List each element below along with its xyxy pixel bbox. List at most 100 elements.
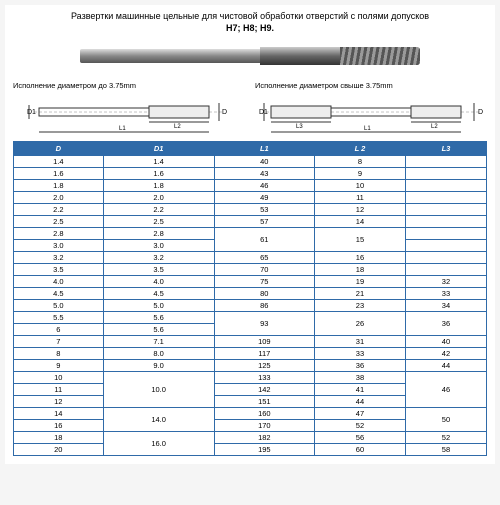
cell-D: 5.5 xyxy=(14,312,104,324)
cell-L2: 52 xyxy=(314,420,405,432)
cell-L1: 142 xyxy=(214,384,314,396)
cell-D: 7 xyxy=(14,336,104,348)
reamer-flutes xyxy=(340,47,420,65)
diagram-small: Исполнение диаметром до 3.75mm D1 D L2 L… xyxy=(13,81,245,137)
cell-L3: 52 xyxy=(405,432,486,444)
cell-L3: 58 xyxy=(405,444,486,456)
cell-D: 20 xyxy=(14,444,104,456)
cell-L2: 10 xyxy=(314,180,405,192)
cell-L2: 18 xyxy=(314,264,405,276)
cell-L2: 19 xyxy=(314,276,405,288)
cell-D1: 2.2 xyxy=(103,204,214,216)
cell-D: 1.6 xyxy=(14,168,104,180)
cell-D: 18 xyxy=(14,432,104,444)
cell-L2: 38 xyxy=(314,372,405,384)
cell-D1: 3.0 xyxy=(103,240,214,252)
cell-L3 xyxy=(405,192,486,204)
cell-L2: 23 xyxy=(314,300,405,312)
cell-L2: 33 xyxy=(314,348,405,360)
cell-D1: 2.0 xyxy=(103,192,214,204)
svg-text:L3: L3 xyxy=(296,124,303,130)
cell-D1: 3.5 xyxy=(103,264,214,276)
cell-L1: 93 xyxy=(214,312,314,336)
dimension-diagrams: Исполнение диаметром до 3.75mm D1 D L2 L… xyxy=(13,81,487,137)
diagram-small-caption: Исполнение диаметром до 3.75mm xyxy=(13,81,245,90)
table-row: 2.82.86115 xyxy=(14,228,487,240)
cell-D: 14 xyxy=(14,408,104,420)
cell-L1: 43 xyxy=(214,168,314,180)
cell-D: 3.0 xyxy=(14,240,104,252)
cell-D: 8 xyxy=(14,348,104,360)
cell-D: 1.8 xyxy=(14,180,104,192)
page-title: Развертки машинные цельные для чистовой … xyxy=(13,11,487,34)
cell-L1: 65 xyxy=(214,252,314,264)
table-row: 77.11093140 xyxy=(14,336,487,348)
table-row: 1.81.84610 xyxy=(14,180,487,192)
cell-L2: 47 xyxy=(314,408,405,420)
svg-text:D: D xyxy=(478,109,483,116)
col-header: L3 xyxy=(405,142,486,156)
cell-L2: 56 xyxy=(314,432,405,444)
cell-D1: 4.5 xyxy=(103,288,214,300)
table-row: 3.23.26516 xyxy=(14,252,487,264)
cell-D: 9 xyxy=(14,360,104,372)
table-row: 1.41.4408 xyxy=(14,156,487,168)
table-row: 4.04.0751932 xyxy=(14,276,487,288)
title-line1: Развертки машинные цельные для чистовой … xyxy=(71,11,429,21)
cell-L3: 46 xyxy=(405,372,486,408)
cell-L1: 80 xyxy=(214,288,314,300)
cell-L2: 36 xyxy=(314,360,405,372)
cell-L1: 133 xyxy=(214,372,314,384)
cell-L1: 160 xyxy=(214,408,314,420)
cell-D: 2.5 xyxy=(14,216,104,228)
col-header: L 2 xyxy=(314,142,405,156)
cell-L3 xyxy=(405,240,486,252)
cell-D: 6 xyxy=(14,324,104,336)
cell-D: 4.5 xyxy=(14,288,104,300)
cell-D: 5.0 xyxy=(14,300,104,312)
document-page: Развертки машинные цельные для чистовой … xyxy=(5,5,495,464)
cell-L3 xyxy=(405,228,486,240)
table-row: 201956058 xyxy=(14,444,487,456)
cell-L1: 86 xyxy=(214,300,314,312)
cell-L3 xyxy=(405,168,486,180)
table-row: 1414.01604750 xyxy=(14,408,487,420)
cell-L2: 9 xyxy=(314,168,405,180)
cell-D1: 2.5 xyxy=(103,216,214,228)
title-tolerances: H7; H8; H9. xyxy=(226,23,274,33)
cell-L1: 170 xyxy=(214,420,314,432)
cell-L2: 31 xyxy=(314,336,405,348)
cell-D1: 7.1 xyxy=(103,336,214,348)
table-row: 1816.01825652 xyxy=(14,432,487,444)
cell-D: 3.5 xyxy=(14,264,104,276)
diagram-large-svg: D1 D L3 L2 L1 xyxy=(255,92,487,136)
table-row: 5.05.0862334 xyxy=(14,300,487,312)
cell-L1: 182 xyxy=(214,432,314,444)
table-row: 2.22.25312 xyxy=(14,204,487,216)
cell-L1: 61 xyxy=(214,228,314,252)
svg-text:L1: L1 xyxy=(119,126,126,132)
cell-L3: 44 xyxy=(405,360,486,372)
cell-L1: 117 xyxy=(214,348,314,360)
table-row: 5.55.6932636 xyxy=(14,312,487,324)
dimensions-table: DD1L1L 2L3 1.41.44081.61.64391.81.846102… xyxy=(13,141,487,456)
cell-L2: 11 xyxy=(314,192,405,204)
cell-L1: 75 xyxy=(214,276,314,288)
cell-D1: 8.0 xyxy=(103,348,214,360)
cell-L2: 44 xyxy=(314,396,405,408)
cell-L1: 53 xyxy=(214,204,314,216)
cell-D: 2.2 xyxy=(14,204,104,216)
cell-L2: 16 xyxy=(314,252,405,264)
table-row: 2.02.04911 xyxy=(14,192,487,204)
cell-D1: 5.6 xyxy=(103,324,214,336)
cell-L3 xyxy=(405,156,486,168)
cell-D1: 9.0 xyxy=(103,360,214,372)
cell-L3: 32 xyxy=(405,276,486,288)
reamer-illustration xyxy=(80,37,420,75)
cell-L3 xyxy=(405,264,486,276)
cell-L3: 34 xyxy=(405,300,486,312)
cell-D: 4.0 xyxy=(14,276,104,288)
cell-L3: 40 xyxy=(405,336,486,348)
cell-L3 xyxy=(405,216,486,228)
cell-L2: 60 xyxy=(314,444,405,456)
